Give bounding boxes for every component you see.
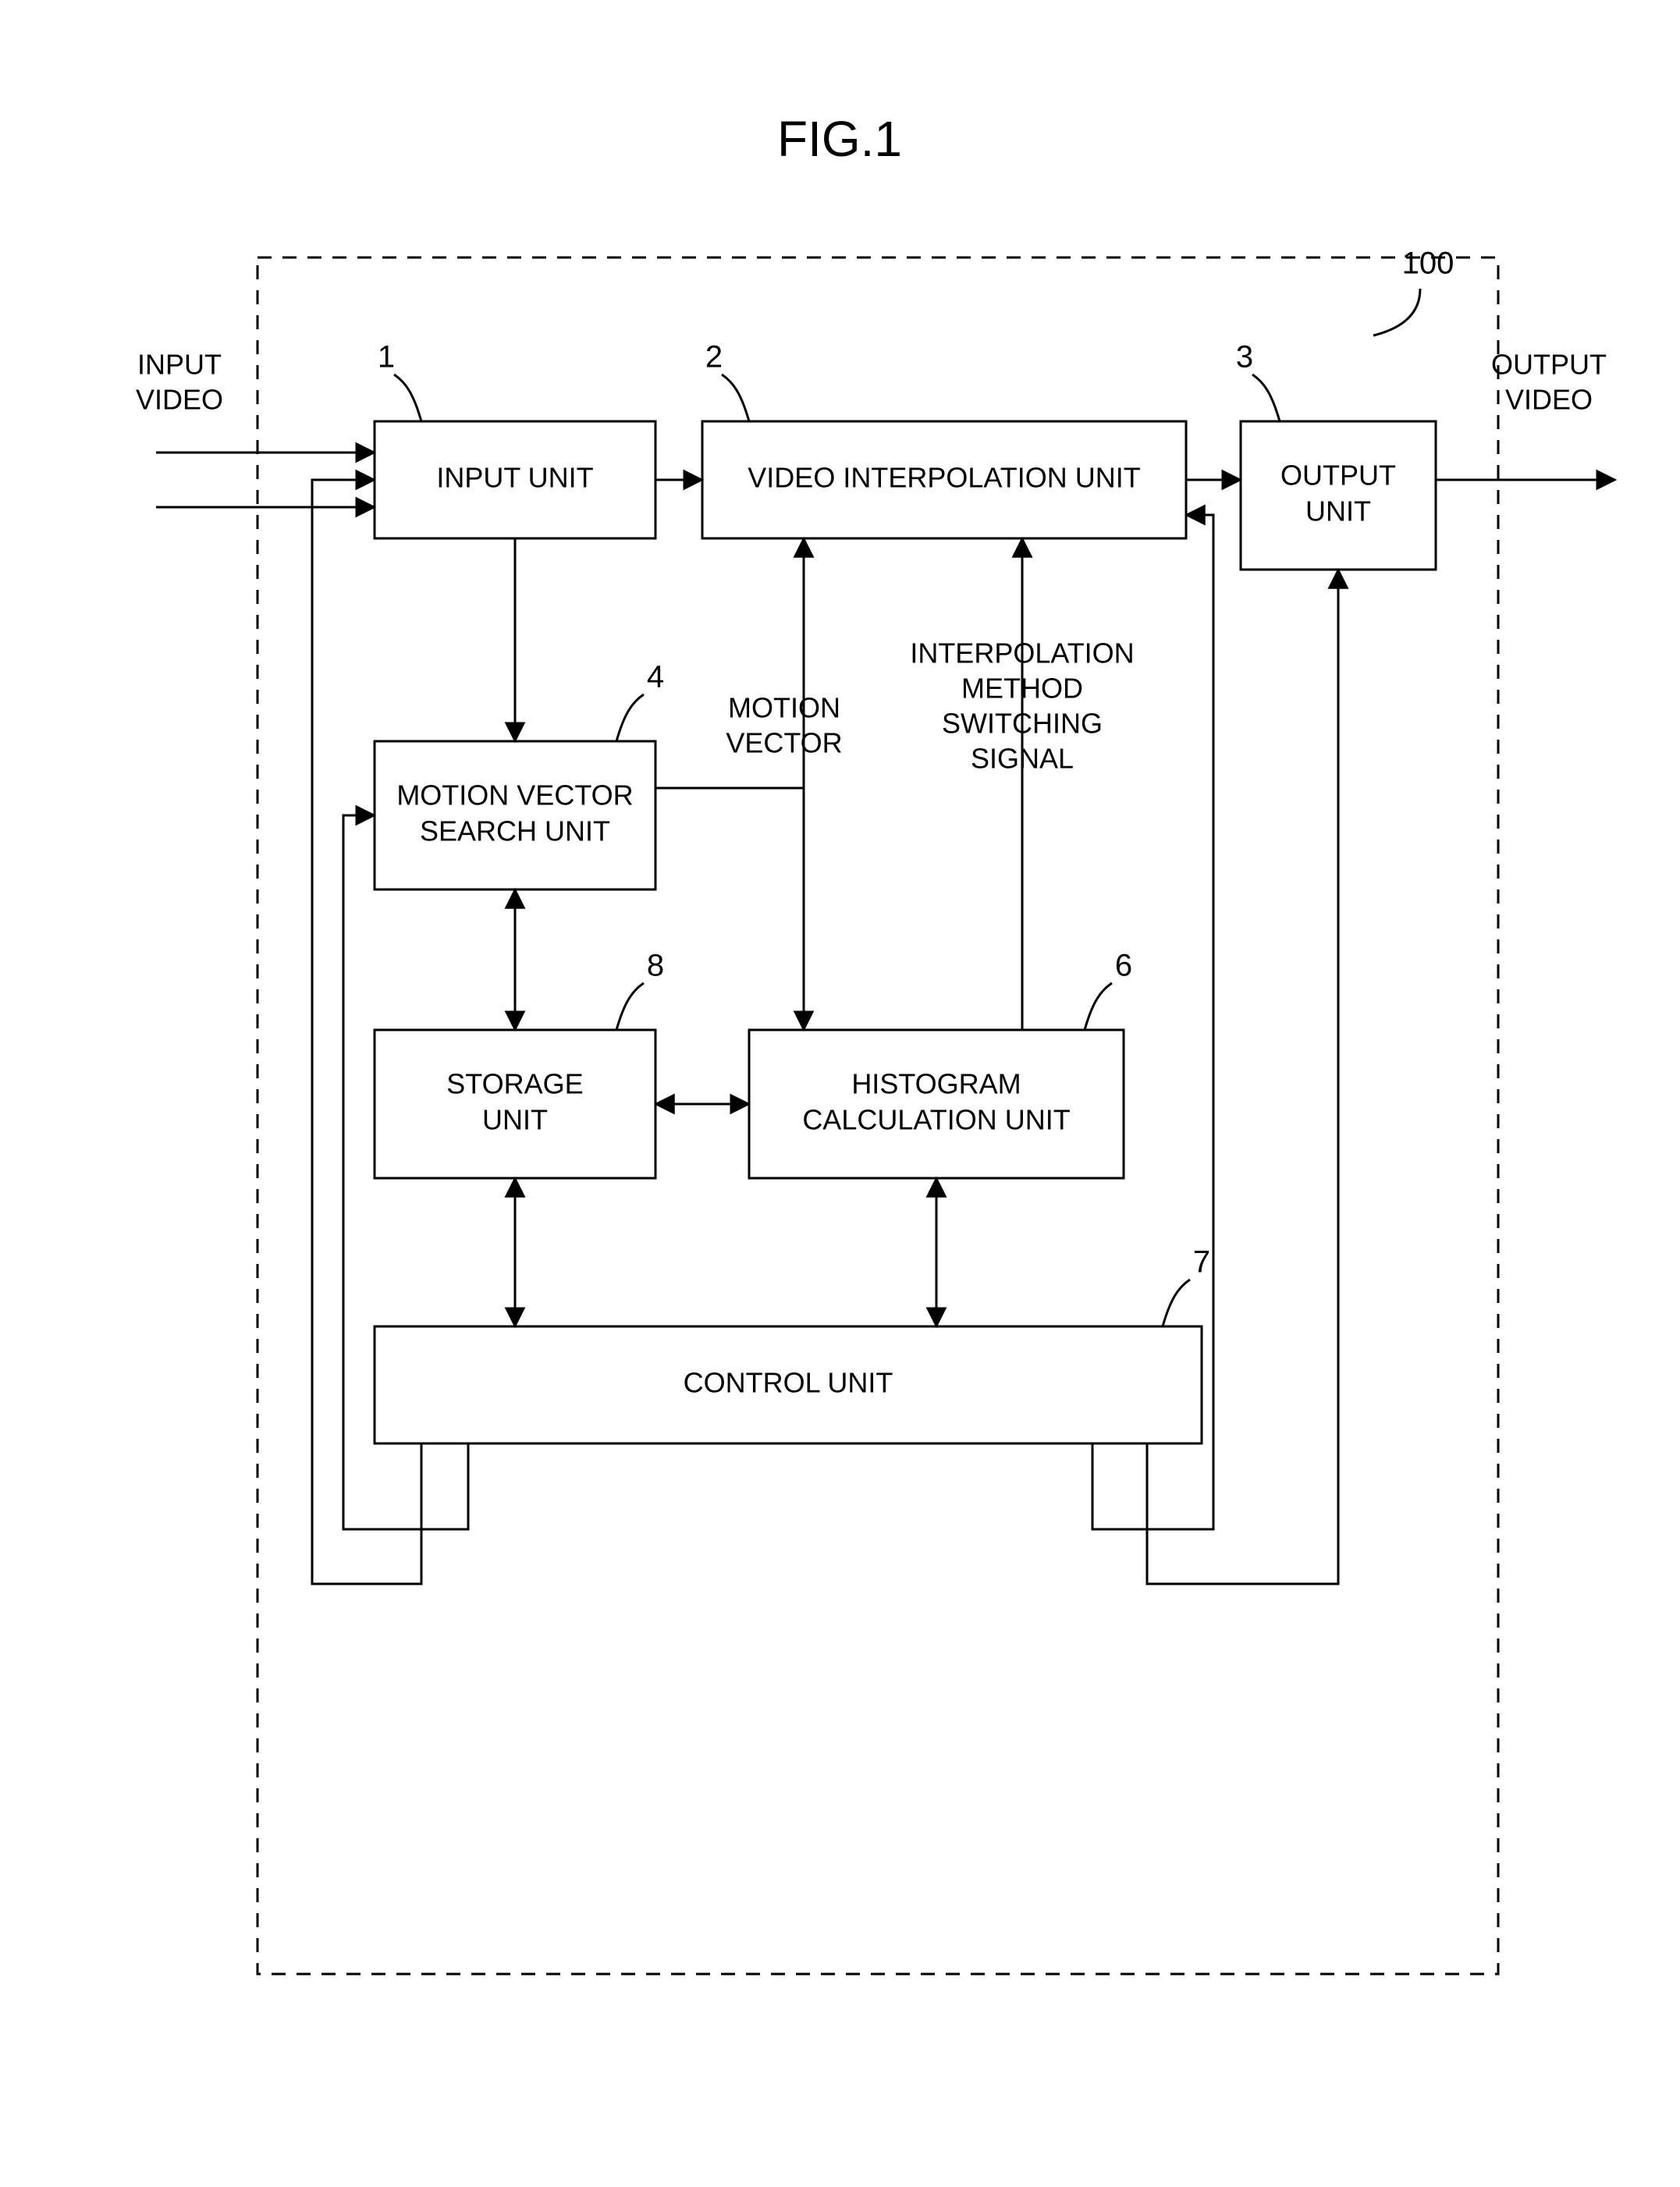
svg-text:OUTPUT: OUTPUT: [1491, 349, 1607, 381]
block-interpolation-unit: VIDEO INTERPOLATION UNIT 2: [702, 340, 1186, 538]
svg-text:CALCULATION UNIT: CALCULATION UNIT: [802, 1104, 1070, 1136]
svg-text:INTERPOLATION: INTERPOLATION: [910, 637, 1134, 669]
boundary-id-label: 100: [1402, 247, 1454, 281]
wire-interp-signal: INTERPOLATION METHOD SWITCHING SIGNAL: [910, 538, 1134, 1030]
svg-text:VECTOR: VECTOR: [726, 727, 842, 759]
svg-text:3: 3: [1236, 340, 1253, 375]
figure-title: FIG.1: [777, 111, 902, 167]
svg-text:MOTION VECTOR: MOTION VECTOR: [396, 779, 633, 811]
svg-text:6: 6: [1115, 949, 1132, 983]
block-storage-unit: STORAGE UNIT 8: [375, 949, 664, 1178]
svg-text:2: 2: [705, 340, 723, 375]
svg-text:1: 1: [378, 340, 395, 375]
block-output-unit: OUTPUT UNIT 3: [1236, 340, 1436, 570]
svg-text:UNIT: UNIT: [1305, 495, 1371, 527]
svg-text:8: 8: [647, 949, 664, 983]
svg-text:CONTROL UNIT: CONTROL UNIT: [684, 1367, 893, 1399]
svg-text:SIGNAL: SIGNAL: [971, 743, 1074, 775]
svg-text:MOTION: MOTION: [728, 692, 840, 724]
svg-text:VIDEO INTERPOLATION UNIT: VIDEO INTERPOLATION UNIT: [748, 462, 1140, 494]
block-histogram-unit: HISTOGRAM CALCULATION UNIT 6: [749, 949, 1132, 1178]
output-video-wire: OUTPUT VIDEO: [1436, 349, 1615, 480]
svg-text:INPUT: INPUT: [137, 349, 222, 381]
svg-text:INPUT UNIT: INPUT UNIT: [436, 462, 593, 494]
svg-text:VIDEO: VIDEO: [136, 384, 223, 416]
svg-text:UNIT: UNIT: [482, 1104, 548, 1136]
input-video-wires: INPUT VIDEO: [136, 349, 375, 507]
svg-text:VIDEO: VIDEO: [1505, 384, 1593, 416]
block-mvsearch-unit: MOTION VECTOR SEARCH UNIT 4: [375, 660, 664, 889]
wire-motion-vector: MOTION VECTOR: [655, 538, 843, 1030]
block-diagram: FIG.1 100 INPUT UNIT 1 VIDEO INTERPOLATI…: [0, 0, 1680, 2187]
boundary-id-leader: [1373, 289, 1420, 336]
svg-text:HISTOGRAM: HISTOGRAM: [851, 1068, 1021, 1100]
svg-text:SWITCHING: SWITCHING: [942, 708, 1103, 740]
svg-text:4: 4: [647, 660, 664, 694]
svg-text:METHOD: METHOD: [961, 673, 1083, 705]
svg-text:STORAGE: STORAGE: [446, 1068, 583, 1100]
block-control-unit: CONTROL UNIT 7: [375, 1245, 1210, 1443]
svg-text:SEARCH UNIT: SEARCH UNIT: [420, 815, 610, 847]
block-input-unit: INPUT UNIT 1: [375, 340, 655, 538]
svg-text:7: 7: [1193, 1245, 1210, 1280]
svg-text:OUTPUT: OUTPUT: [1280, 460, 1396, 492]
